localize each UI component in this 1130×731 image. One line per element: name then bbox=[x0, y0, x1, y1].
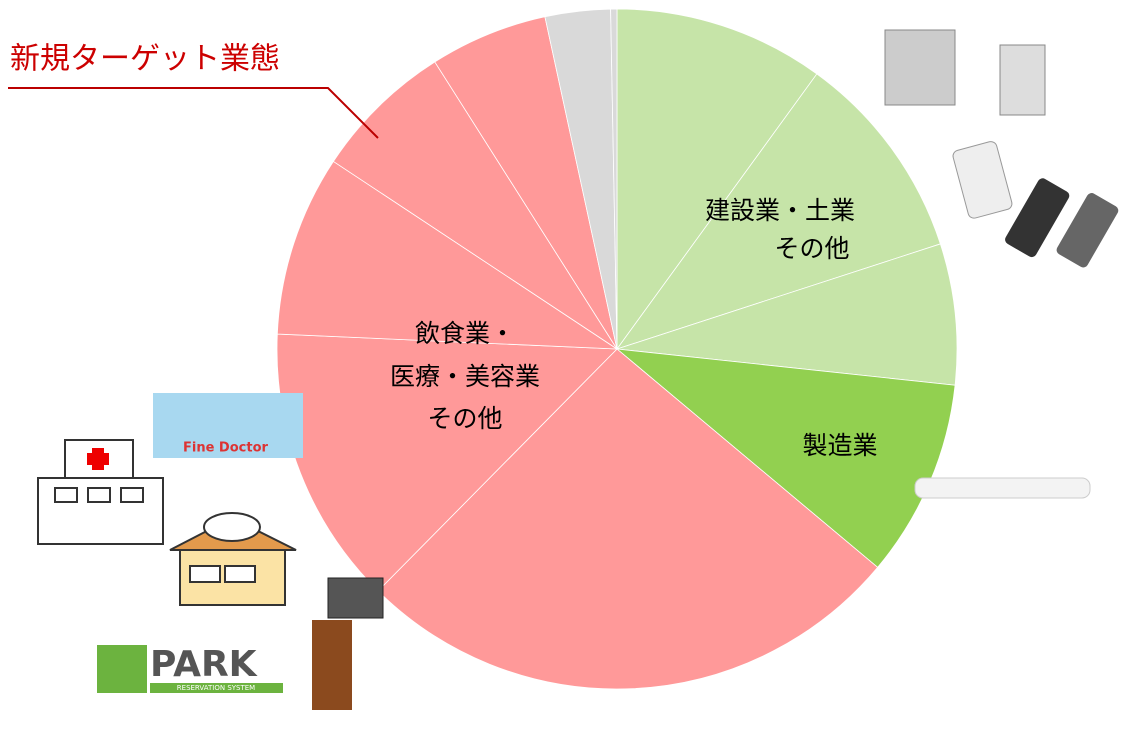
epark-logo: PARK RESERVATION SYSTEM bbox=[97, 644, 283, 693]
annotation: 製造業 bbox=[802, 431, 877, 460]
chart: Fine Doctor PARK RESERVATION SYSTEM 建設業・… bbox=[0, 0, 1130, 731]
annotation: 建設業・土業 bbox=[705, 196, 855, 225]
annotation: 飲食業・ bbox=[415, 319, 515, 348]
hospital-illustration bbox=[38, 440, 163, 544]
phone-illustration bbox=[952, 140, 1120, 269]
annotation: その他 bbox=[427, 404, 502, 433]
logo-text: Fine Doctor bbox=[183, 441, 269, 456]
kiosk-illustration bbox=[312, 578, 383, 710]
fine-doctor-logo: Fine Doctor bbox=[153, 393, 303, 458]
logo-text: RESERVATION SYSTEM bbox=[177, 684, 255, 692]
annotation: 医療・美容業 bbox=[390, 362, 540, 391]
logo-text: PARK bbox=[150, 644, 258, 685]
annotation: 新規ターゲット業態 bbox=[10, 42, 280, 77]
restaurant-illustration bbox=[170, 513, 296, 605]
annotation: その他 bbox=[774, 234, 849, 263]
tube-illustration bbox=[915, 478, 1090, 498]
copier-illustration bbox=[885, 30, 1045, 115]
callout-line bbox=[8, 88, 378, 138]
